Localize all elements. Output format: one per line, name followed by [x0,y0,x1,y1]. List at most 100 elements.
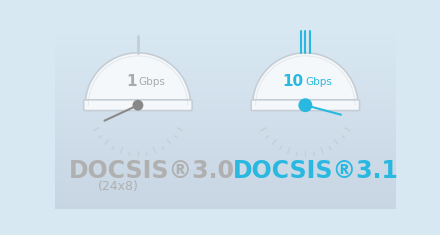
Bar [55,149,396,150]
Bar [55,179,396,180]
Bar [55,185,396,186]
Bar [55,208,396,209]
Bar [55,204,396,205]
Bar [55,127,396,128]
Bar [55,60,396,61]
Bar [55,77,396,78]
Bar [55,143,396,144]
Bar [55,183,396,184]
Bar [55,146,396,147]
Bar [55,45,396,46]
Bar [55,36,396,37]
Bar [55,99,396,100]
Bar [55,79,396,80]
Bar [55,151,396,152]
Bar [55,51,396,52]
Bar [55,115,396,116]
Bar [55,126,396,127]
Bar [55,192,396,193]
Bar [55,100,396,101]
Bar [55,54,396,55]
Bar [55,168,396,169]
Bar [55,85,396,86]
Bar [55,34,396,35]
Bar [55,137,396,138]
Bar [55,61,396,62]
Bar [55,32,396,33]
Bar [55,117,396,118]
Bar [55,123,396,124]
Bar [55,164,396,165]
Bar [55,30,396,31]
Bar [55,128,396,129]
Bar [55,129,396,130]
Circle shape [298,98,312,112]
Bar [55,43,396,44]
Bar [55,84,396,85]
Polygon shape [253,53,358,105]
Bar [55,103,396,104]
Bar [55,200,396,201]
Bar [55,160,396,161]
Bar [55,153,396,154]
Bar [55,101,396,102]
Bar [55,194,396,195]
Text: 10: 10 [282,74,304,89]
Bar [55,68,396,69]
Bar [55,161,396,162]
Bar [55,150,396,151]
Bar [55,50,396,51]
Bar [55,139,396,140]
Bar [55,76,396,77]
Bar [55,88,396,89]
Bar [55,95,396,96]
Bar [55,132,396,133]
Bar [55,94,396,95]
Bar [55,82,396,83]
Bar [55,191,396,192]
Bar [55,108,396,109]
Bar [55,203,396,204]
Text: DOCSIS®3.0: DOCSIS®3.0 [69,159,235,183]
Bar [55,138,396,139]
Bar [55,55,396,56]
Bar [55,186,396,187]
Bar [55,140,396,141]
Bar [55,111,396,112]
Bar [55,92,396,93]
FancyBboxPatch shape [251,100,359,111]
Bar [55,152,396,153]
FancyBboxPatch shape [84,100,192,111]
Bar [55,133,396,134]
Bar [55,155,396,156]
Bar [55,134,396,135]
Bar [55,29,396,30]
Bar [55,156,396,157]
Text: Gbps: Gbps [138,77,165,87]
Bar [55,38,396,39]
Bar [55,44,396,45]
Bar [55,39,396,40]
Bar [55,157,396,158]
Bar [55,59,396,60]
Bar [55,107,396,108]
Bar [55,89,396,90]
Bar [55,109,396,110]
Bar [55,48,396,49]
Bar [55,189,396,190]
Bar [55,206,396,207]
Bar [55,35,396,36]
Bar [55,46,396,47]
Bar [55,207,396,208]
Bar [55,80,396,81]
Bar [55,65,396,66]
Bar [55,195,396,196]
Bar [55,67,396,68]
Bar [55,166,396,167]
Bar [55,58,396,59]
Text: (24x8): (24x8) [98,180,139,193]
Bar [55,97,396,98]
Bar [55,201,396,202]
Bar [55,202,396,203]
Bar [55,131,396,132]
